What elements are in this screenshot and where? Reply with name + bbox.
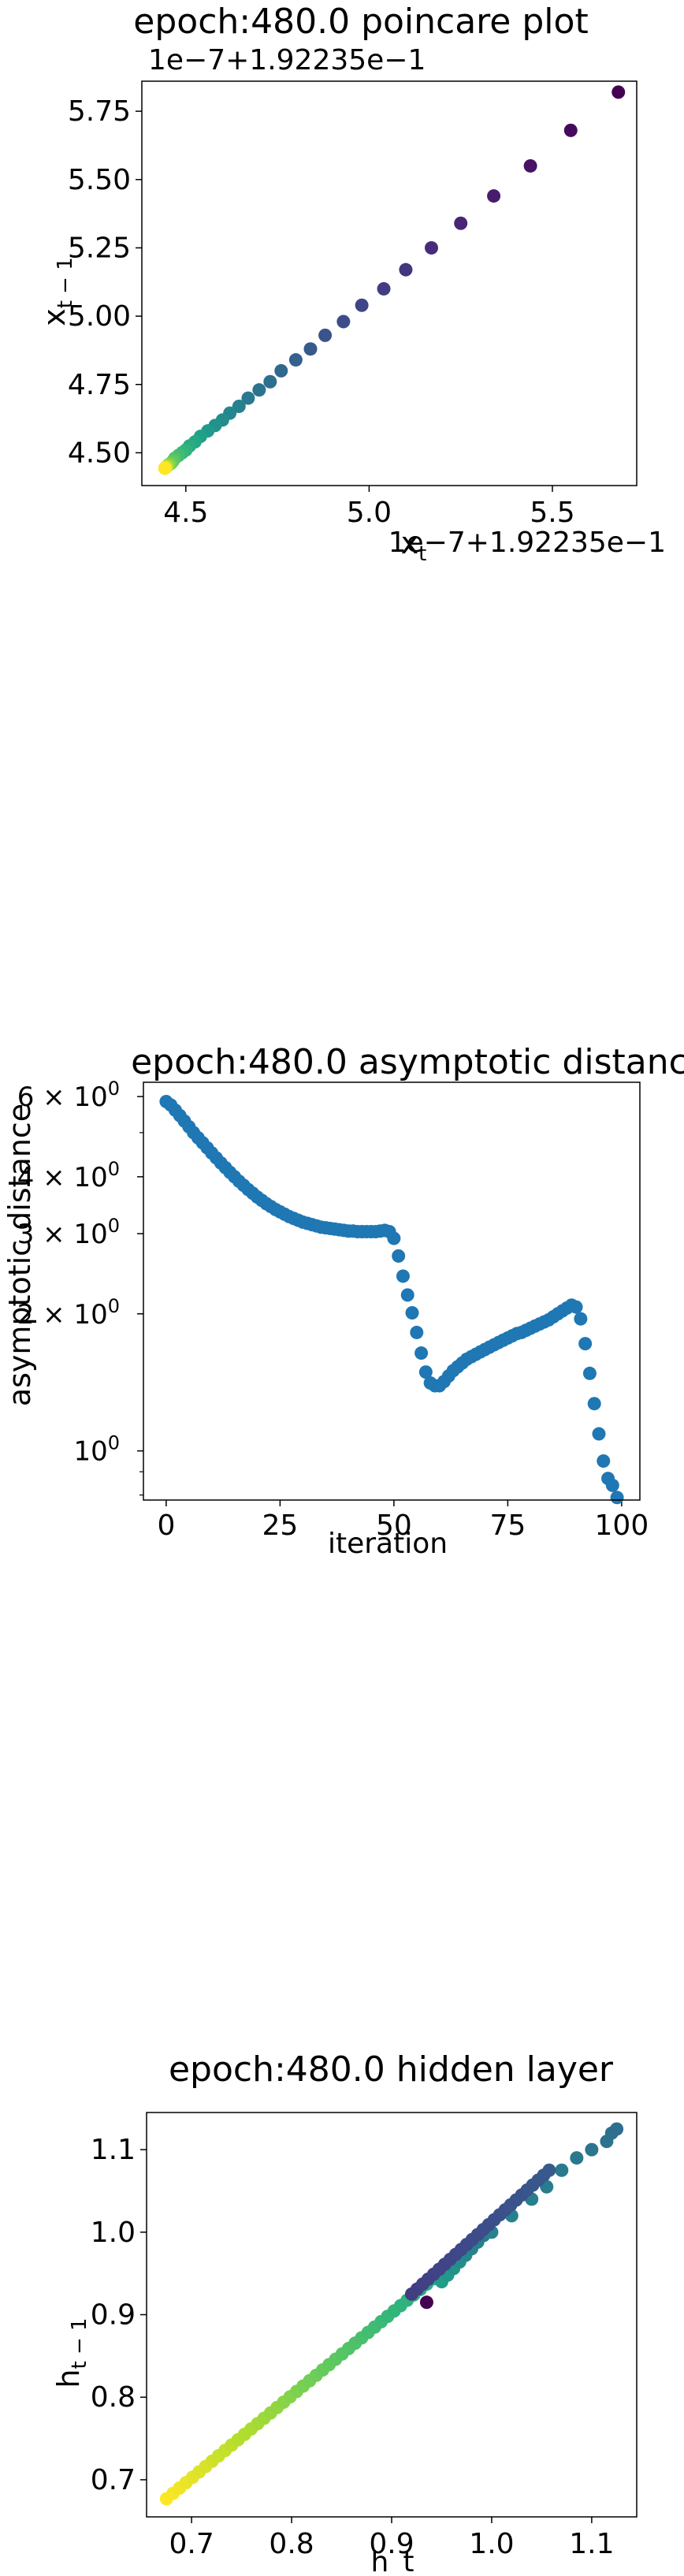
asymptotic-point — [405, 1306, 419, 1320]
hidden-layer-point — [542, 2163, 556, 2177]
poincare-title: epoch:480.0 poincare plot — [133, 2, 588, 42]
poincare-point — [158, 461, 172, 475]
hidden-layer-point — [570, 2151, 584, 2165]
poincare-axes: 4.5 5.0 5.5 4.50 4.75 5.00 5.25 5.50 5.75 — [68, 95, 575, 529]
poincare-point — [612, 85, 626, 99]
poincare-point — [232, 399, 246, 413]
asymptotic-y-tick-label: 6 × 100 — [17, 1078, 120, 1113]
asymptotic-y-tick-label: 100 — [73, 1432, 120, 1468]
asymptotic-y-tick-label: 2 × 100 — [17, 1295, 120, 1331]
asymptotic-point — [597, 1454, 611, 1469]
asymptotic-point — [610, 1491, 624, 1505]
poincare-point — [274, 363, 288, 378]
asymptotic-point — [587, 1397, 601, 1411]
asymptotic-point — [605, 1478, 619, 1492]
asymptotic-x-tick-label: 50 — [376, 1509, 412, 1542]
poincare-point — [523, 158, 537, 173]
hidden-layer-y-tick-label: 1.1 — [91, 2134, 136, 2166]
hidden-layer-axes: 0.7 0.8 0.9 1.0 1.1 0.7 0.8 0.9 1.0 1.1 — [91, 2134, 615, 2560]
asymptotic-y-tick-label: 3 × 100 — [17, 1215, 120, 1250]
poincare-point — [424, 240, 438, 255]
hidden-layer-y-tick-label: 0.9 — [91, 2299, 136, 2332]
asymptotic-point — [592, 1427, 606, 1441]
hidden-layer-x-axis-label: h_t — [371, 2546, 414, 2576]
poincare-point — [563, 123, 578, 137]
asymptotic-point — [414, 1346, 429, 1361]
hidden-layer-plot-frame — [146, 2112, 638, 2518]
poincare-point — [318, 328, 333, 342]
poincare-y-tick-label: 5.50 — [68, 164, 131, 196]
hidden-layer-point — [419, 2295, 433, 2310]
poincare-point — [399, 262, 413, 277]
asymptotic-point — [418, 1365, 433, 1379]
poincare-x-tick-label: 4.5 — [163, 497, 208, 529]
hidden-layer-x-tick-label: 0.8 — [269, 2528, 314, 2560]
poincare-point — [288, 353, 303, 367]
poincare-y-offset-label: 1e−7+1.92235e−1 — [148, 44, 426, 76]
hidden-layer-point — [610, 2122, 624, 2136]
hidden-layer-x-tick-label: 1.1 — [569, 2528, 614, 2560]
poincare-point — [355, 298, 369, 312]
asymptotic-title: epoch:480.0 asymptotic distance — [131, 1042, 684, 1082]
hidden-layer-x-tick-label: 1.0 — [469, 2528, 514, 2560]
hidden-layer-y-axis-label: ht − 1 — [51, 2317, 91, 2388]
asymptotic-point — [396, 1269, 410, 1283]
asymptotic-point — [392, 1249, 406, 1263]
hidden-layer-title: epoch:480.0 hidden layer — [169, 2049, 614, 2090]
asymptotic-point — [578, 1337, 593, 1351]
hidden-layer-point — [555, 2163, 569, 2177]
poincare-x-tick-label: 5.0 — [347, 497, 392, 529]
asymptotic-plot-frame — [143, 1081, 641, 1501]
poincare-point — [454, 216, 468, 230]
asymptotic-x-tick-label: 75 — [489, 1509, 526, 1542]
asymptotic-y-tick-label: 4 × 100 — [17, 1158, 120, 1193]
asymptotic-axes: 0 25 50 75 100 6 × 100 4 × 100 3 × 100 2 × 100 10… — [17, 1078, 649, 1542]
poincare-point — [336, 315, 351, 329]
hidden-layer-chart: epoch:480.0 hidden layer h_t ht − 1 0.7 0… — [51, 2049, 638, 2576]
asymptotic-x-tick-label: 25 — [262, 1509, 298, 1542]
hidden-layer-x-tick-label: 0.7 — [169, 2528, 214, 2560]
poincare-point — [241, 391, 255, 405]
asymptotic-y-axis-label: asymptotic distance — [2, 1104, 37, 1406]
hidden-layer-y-tick-label: 1.0 — [91, 2217, 136, 2249]
poincare-points — [158, 85, 626, 475]
asymptotic-points — [159, 1094, 624, 1505]
poincare-point — [252, 383, 266, 397]
poincare-plot-frame — [141, 80, 638, 486]
poincare-point — [303, 342, 318, 356]
poincare-y-tick-label: 5.75 — [68, 95, 131, 128]
poincare-point — [263, 374, 277, 389]
asymptotic-point — [574, 1312, 588, 1326]
asymptotic-point — [387, 1231, 401, 1245]
asymptotic-point — [582, 1366, 597, 1380]
asymptotic-x-tick-label: 100 — [595, 1509, 649, 1542]
poincare-chart: epoch:480.0 poincare plot 1e−7+1.92235e−… — [37, 2, 666, 566]
asymptotic-point — [410, 1325, 424, 1339]
poincare-point — [487, 189, 501, 203]
asymptotic-x-axis-label: iteration — [328, 1528, 448, 1560]
hidden-layer-y-tick-label: 0.8 — [91, 2381, 136, 2414]
poincare-point — [377, 281, 391, 296]
hidden-layer-points — [159, 2122, 624, 2506]
poincare-y-tick-label: 4.75 — [68, 369, 131, 401]
hidden-layer-point — [585, 2142, 599, 2157]
poincare-x-tick-label: 5.5 — [530, 497, 574, 529]
asymptotic-point — [569, 1300, 583, 1314]
hidden-layer-y-tick-label: 0.7 — [91, 2464, 136, 2496]
poincare-x-offset-label: 1e−7+1.92235e−1 — [388, 527, 666, 559]
asymptotic-x-tick-label: 0 — [157, 1509, 175, 1542]
asymptotic-point — [400, 1288, 414, 1302]
poincare-y-tick-label: 5.25 — [68, 232, 131, 264]
asymptotic-chart: epoch:480.0 asymptotic distance iteratio… — [2, 1042, 684, 1560]
poincare-y-tick-label: 4.50 — [68, 437, 131, 469]
poincare-y-tick-label: 5.00 — [68, 300, 131, 333]
hidden-layer-x-tick-label: 0.9 — [369, 2528, 414, 2560]
